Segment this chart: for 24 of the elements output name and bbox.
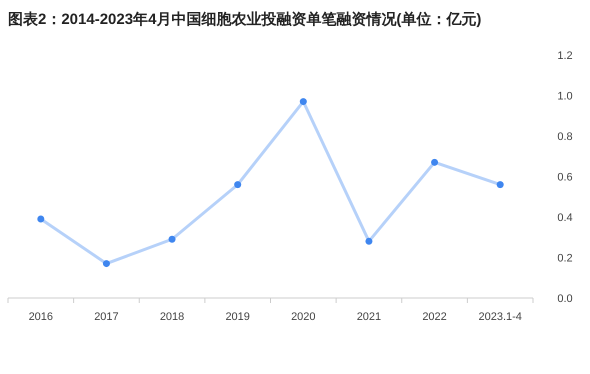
point xyxy=(431,158,438,166)
y-tick-label: 0.0 xyxy=(557,293,573,305)
point xyxy=(300,98,307,106)
y-tick-label: 0.6 xyxy=(557,172,573,184)
x-tick-label: 2021 xyxy=(356,311,382,323)
point xyxy=(102,260,110,268)
y-tick-label: 0.4 xyxy=(557,212,573,224)
point xyxy=(168,236,176,243)
x-tick-label: 2019 xyxy=(225,311,250,323)
point xyxy=(234,181,242,188)
x-tick-label: 2017 xyxy=(94,311,119,323)
point xyxy=(365,238,372,245)
y-tick-label: 0.2 xyxy=(557,252,573,264)
chart-title: 图表2：2014-2023年4月中国细胞农业投融资单笔融资情况(单位：亿元) xyxy=(8,11,482,28)
x-tick-label: 2022 xyxy=(422,311,447,323)
x-tick-label: 2018 xyxy=(160,311,184,323)
y-tick-label: 0.8 xyxy=(557,131,573,143)
y-tick-label: 1.2 xyxy=(557,50,573,62)
point xyxy=(37,216,44,223)
x-tick-label: 2020 xyxy=(291,311,316,323)
point xyxy=(496,181,504,188)
x-tick-label: 2016 xyxy=(28,311,54,323)
x-tick-label: 2023.1-4 xyxy=(478,311,522,323)
y-tick-label: 1.0 xyxy=(557,90,573,102)
